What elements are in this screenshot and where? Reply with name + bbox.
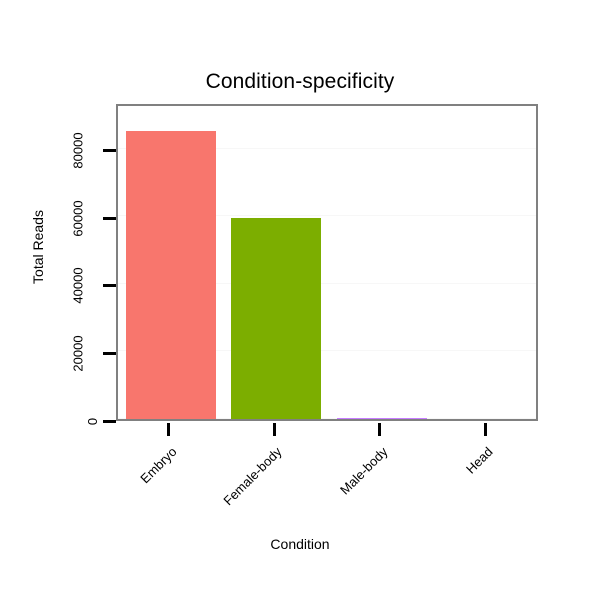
bar-female-body[interactable] [231, 218, 321, 419]
x-tick-mark [272, 423, 276, 436]
chart-title: Condition-specificity [205, 70, 395, 93]
y-tick-label: 0 [84, 417, 100, 425]
gridline [118, 215, 536, 217]
y-tick-mark [103, 419, 116, 423]
plot-panel [116, 104, 538, 421]
x-tick-mark [378, 423, 382, 436]
y-tick-mark [103, 149, 116, 153]
y-tick-mark [103, 351, 116, 355]
y-tick-mark [103, 284, 116, 288]
y-tick-label: 40000 [70, 267, 86, 305]
y-tick-label: 60000 [70, 200, 86, 237]
gridline [118, 147, 536, 149]
x-tick-mark [483, 423, 487, 436]
y-tick-mark [103, 216, 116, 220]
x-tick-mark [167, 423, 171, 436]
gridline [118, 418, 536, 419]
gridline [118, 282, 536, 284]
y-tick-label: 20000 [70, 335, 86, 372]
x-axis-title: Condition [270, 536, 330, 552]
gridline [118, 350, 536, 352]
bar-male-body[interactable] [337, 417, 427, 419]
bar-embryo[interactable] [126, 131, 216, 419]
y-tick-label: 80000 [70, 132, 86, 169]
